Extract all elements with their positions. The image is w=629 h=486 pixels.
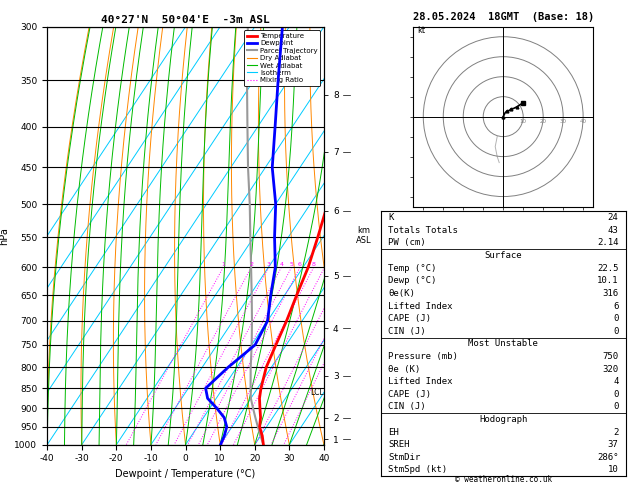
Text: 22.5: 22.5	[597, 264, 618, 273]
Text: 316: 316	[603, 289, 618, 298]
Text: 2.14: 2.14	[597, 239, 618, 247]
Text: 4: 4	[279, 262, 283, 267]
Text: 43: 43	[608, 226, 618, 235]
Text: 30: 30	[560, 119, 567, 123]
Text: 1: 1	[221, 262, 225, 267]
Text: SREH: SREH	[388, 440, 409, 449]
Title: 40°27'N  50°04'E  -3m ASL: 40°27'N 50°04'E -3m ASL	[101, 15, 270, 25]
Text: 40: 40	[579, 119, 587, 123]
Text: 24: 24	[608, 213, 618, 222]
Text: 0: 0	[613, 314, 618, 323]
Text: Most Unstable: Most Unstable	[468, 339, 538, 348]
Text: 750: 750	[603, 352, 618, 361]
Text: 10: 10	[608, 466, 618, 474]
Text: 10.1: 10.1	[597, 276, 618, 285]
Text: 8: 8	[312, 262, 316, 267]
Text: 286°: 286°	[597, 453, 618, 462]
Text: Dewp (°C): Dewp (°C)	[388, 276, 437, 285]
Text: Surface: Surface	[484, 251, 522, 260]
Text: CAPE (J): CAPE (J)	[388, 314, 431, 323]
Text: PW (cm): PW (cm)	[388, 239, 426, 247]
Text: 0: 0	[613, 327, 618, 336]
Text: Temp (°C): Temp (°C)	[388, 264, 437, 273]
Text: 3: 3	[267, 262, 270, 267]
Text: StmSpd (kt): StmSpd (kt)	[388, 466, 447, 474]
Text: Pressure (mb): Pressure (mb)	[388, 352, 458, 361]
Text: 0: 0	[613, 390, 618, 399]
Text: 5: 5	[289, 262, 293, 267]
Text: 37: 37	[608, 440, 618, 449]
Text: Totals Totals: Totals Totals	[388, 226, 458, 235]
Text: 10: 10	[520, 119, 526, 123]
Text: kt: kt	[417, 26, 425, 35]
Text: CAPE (J): CAPE (J)	[388, 390, 431, 399]
Text: 320: 320	[603, 364, 618, 374]
Text: StmDir: StmDir	[388, 453, 420, 462]
Text: © weatheronline.co.uk: © weatheronline.co.uk	[455, 474, 552, 484]
X-axis label: Dewpoint / Temperature (°C): Dewpoint / Temperature (°C)	[116, 469, 255, 479]
Text: 2: 2	[613, 428, 618, 436]
Text: Lifted Index: Lifted Index	[388, 301, 452, 311]
Text: 20: 20	[540, 119, 547, 123]
Text: LCL: LCL	[310, 388, 324, 397]
Text: K: K	[388, 213, 393, 222]
Text: 0: 0	[613, 402, 618, 412]
Text: 6: 6	[298, 262, 302, 267]
Text: EH: EH	[388, 428, 399, 436]
Text: 28.05.2024  18GMT  (Base: 18): 28.05.2024 18GMT (Base: 18)	[413, 12, 594, 22]
Text: Hodograph: Hodograph	[479, 415, 527, 424]
Legend: Temperature, Dewpoint, Parcel Trajectory, Dry Adiabat, Wet Adiabat, Isotherm, Mi: Temperature, Dewpoint, Parcel Trajectory…	[244, 30, 320, 86]
Y-axis label: hPa: hPa	[0, 227, 9, 244]
Text: 2: 2	[249, 262, 253, 267]
Text: 4: 4	[613, 377, 618, 386]
Text: CIN (J): CIN (J)	[388, 402, 426, 412]
Text: θe(K): θe(K)	[388, 289, 415, 298]
Text: 6: 6	[613, 301, 618, 311]
Text: θe (K): θe (K)	[388, 364, 420, 374]
Text: CIN (J): CIN (J)	[388, 327, 426, 336]
Text: Lifted Index: Lifted Index	[388, 377, 452, 386]
Y-axis label: km
ASL: km ASL	[356, 226, 372, 245]
